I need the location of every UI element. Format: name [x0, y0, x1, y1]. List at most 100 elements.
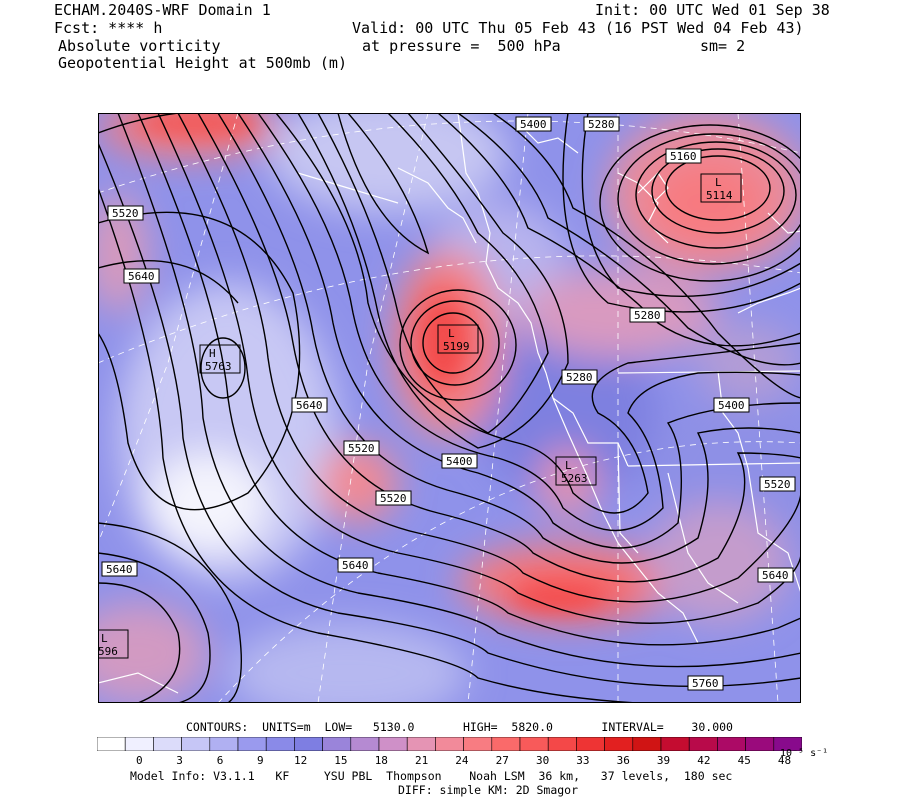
contour-label: 5640	[123, 268, 160, 284]
contour-label-text: 5640	[106, 563, 133, 576]
valid-time: Valid: 00 UTC Thu 05 Feb 43 (16 PST Wed …	[352, 19, 804, 37]
contour-label: 5400	[515, 116, 552, 132]
contour-label-text: 5640	[128, 270, 155, 283]
colorbar-units: 10⁻⁵ s⁻¹	[780, 748, 829, 759]
contour-label: 5760	[687, 675, 724, 691]
colorbar-cell	[153, 737, 182, 751]
contour-label-text: 5520	[348, 442, 375, 455]
colorbar-tick-label: 45	[737, 754, 751, 767]
contour-label-text: 5520	[380, 492, 407, 505]
pressure-centers: L 5114 L 5199 H 5763 L 5263 L 596	[98, 173, 742, 659]
contour-label: 5520	[343, 440, 380, 456]
colorbar-tick-label: 42	[697, 754, 711, 767]
colorbar-tick-label: 21	[415, 754, 429, 767]
colorbar-cell	[294, 737, 323, 751]
colorbar-cell	[406, 737, 436, 751]
contour-label-text: 5520	[112, 207, 139, 220]
contour-label-text: 5640	[342, 559, 369, 572]
contour-label-text: 5160	[670, 150, 697, 163]
center-value: 5199	[443, 340, 470, 353]
colorbar-tick-label: 30	[536, 754, 550, 767]
smoothing: sm= 2	[700, 37, 746, 55]
high-center: H 5763	[199, 344, 241, 374]
colorbar-cell	[322, 737, 352, 751]
colorbar-cell	[181, 737, 211, 751]
colorbar-cell	[688, 737, 718, 751]
colorbar-tick-label: 24	[455, 754, 469, 767]
contour-label: 5160	[665, 148, 702, 164]
colorbar-cell	[435, 737, 464, 751]
colorbar-cell	[491, 737, 521, 751]
vorticity-colorbar	[97, 737, 802, 751]
colorbar-tick-label: 9	[257, 754, 264, 767]
colorbar-tick-label: 18	[374, 754, 388, 767]
colorbar-cell	[237, 737, 267, 751]
pressure-level: at pressure = 500 hPa	[362, 37, 561, 55]
contour-label: 5640	[337, 557, 374, 573]
center-type: L	[101, 632, 108, 645]
center-type: H	[209, 347, 216, 360]
colorbar-cell	[265, 737, 295, 751]
center-type: L	[448, 327, 455, 340]
low-center: L 5114	[700, 173, 742, 203]
center-value: 5114	[706, 189, 733, 202]
center-type: L	[715, 176, 722, 189]
colorbar-cell	[547, 737, 577, 751]
center-value: 5263	[561, 472, 588, 485]
model-info: Model Info: V3.1.1 KF YSU PBL Thompson N…	[130, 769, 733, 783]
contour-label-text: 5400	[520, 118, 547, 131]
colorbar-tick-label: 12	[294, 754, 308, 767]
colorbar-cell	[604, 737, 634, 751]
contour-label: 5640	[101, 561, 138, 577]
colorbar-cell	[745, 737, 775, 751]
colorbar-cell	[519, 737, 549, 751]
contour-label-text: 5280	[634, 309, 661, 322]
colorbar-cell	[378, 737, 408, 751]
center-value: 596	[98, 645, 118, 658]
vorticity-shading	[98, 113, 801, 703]
colorbar-tick-label: 3	[176, 754, 183, 767]
colorbar-cell	[350, 737, 380, 751]
height-contours	[98, 113, 801, 703]
colorbar-tick-label: 27	[495, 754, 509, 767]
contour-label: 5640	[757, 567, 794, 583]
colorbar-cell	[717, 737, 746, 751]
latlon-grid	[98, 113, 801, 703]
contour-label-text: 5280	[588, 118, 615, 131]
colorbar-tick-label: 6	[216, 754, 224, 767]
colorbar-cell	[660, 737, 690, 751]
colorbar-tick-label: 39	[656, 754, 671, 767]
colorbar-tick-label: 15	[334, 754, 348, 767]
map-frame	[98, 113, 801, 703]
colorbar-cell	[209, 737, 239, 751]
field-name: Absolute vorticity	[58, 37, 221, 55]
colorbar-tick-label: 36	[616, 754, 630, 767]
contour-label: 5400	[441, 453, 478, 469]
contour-label: 5280	[583, 116, 620, 132]
contour-label: 5640	[291, 397, 328, 413]
contour-label: 5520	[375, 490, 412, 506]
contour-label-text: 5640	[762, 569, 789, 582]
colorbar-cell	[576, 737, 605, 751]
colorbar-cell	[124, 737, 154, 751]
contour-label-text: 5280	[566, 371, 593, 384]
init-time: Init: 00 UTC Wed 01 Sep 38	[595, 1, 830, 19]
contour-label-text: 5400	[446, 455, 473, 468]
low-center: L 5263	[555, 456, 597, 486]
forecast-hour: Fcst: **** h	[54, 19, 163, 37]
contour-label: 5280	[629, 307, 666, 323]
vorticity-height-map: 5400 5280 5160 5520 5640 5280 5280 5400	[98, 113, 801, 703]
colorbar-cell	[632, 737, 662, 751]
contour-label-text: 5520	[764, 478, 791, 491]
contour-label-text: 5760	[692, 677, 719, 690]
center-value: 5763	[205, 360, 232, 373]
contour-label: 5280	[561, 369, 598, 385]
contour-info: CONTOURS: UNITS=m LOW= 5130.0 HIGH= 5820…	[186, 720, 733, 734]
low-center: L 596	[98, 629, 129, 659]
contour-label: 5400	[713, 397, 750, 413]
contour-label: 5520	[107, 205, 144, 221]
colorbar-cell	[463, 737, 493, 751]
low-center: L 5199	[437, 324, 479, 354]
contour-field-name: Geopotential Height at 500mb (m)	[58, 54, 347, 72]
contour-label-text: 5640	[296, 399, 323, 412]
